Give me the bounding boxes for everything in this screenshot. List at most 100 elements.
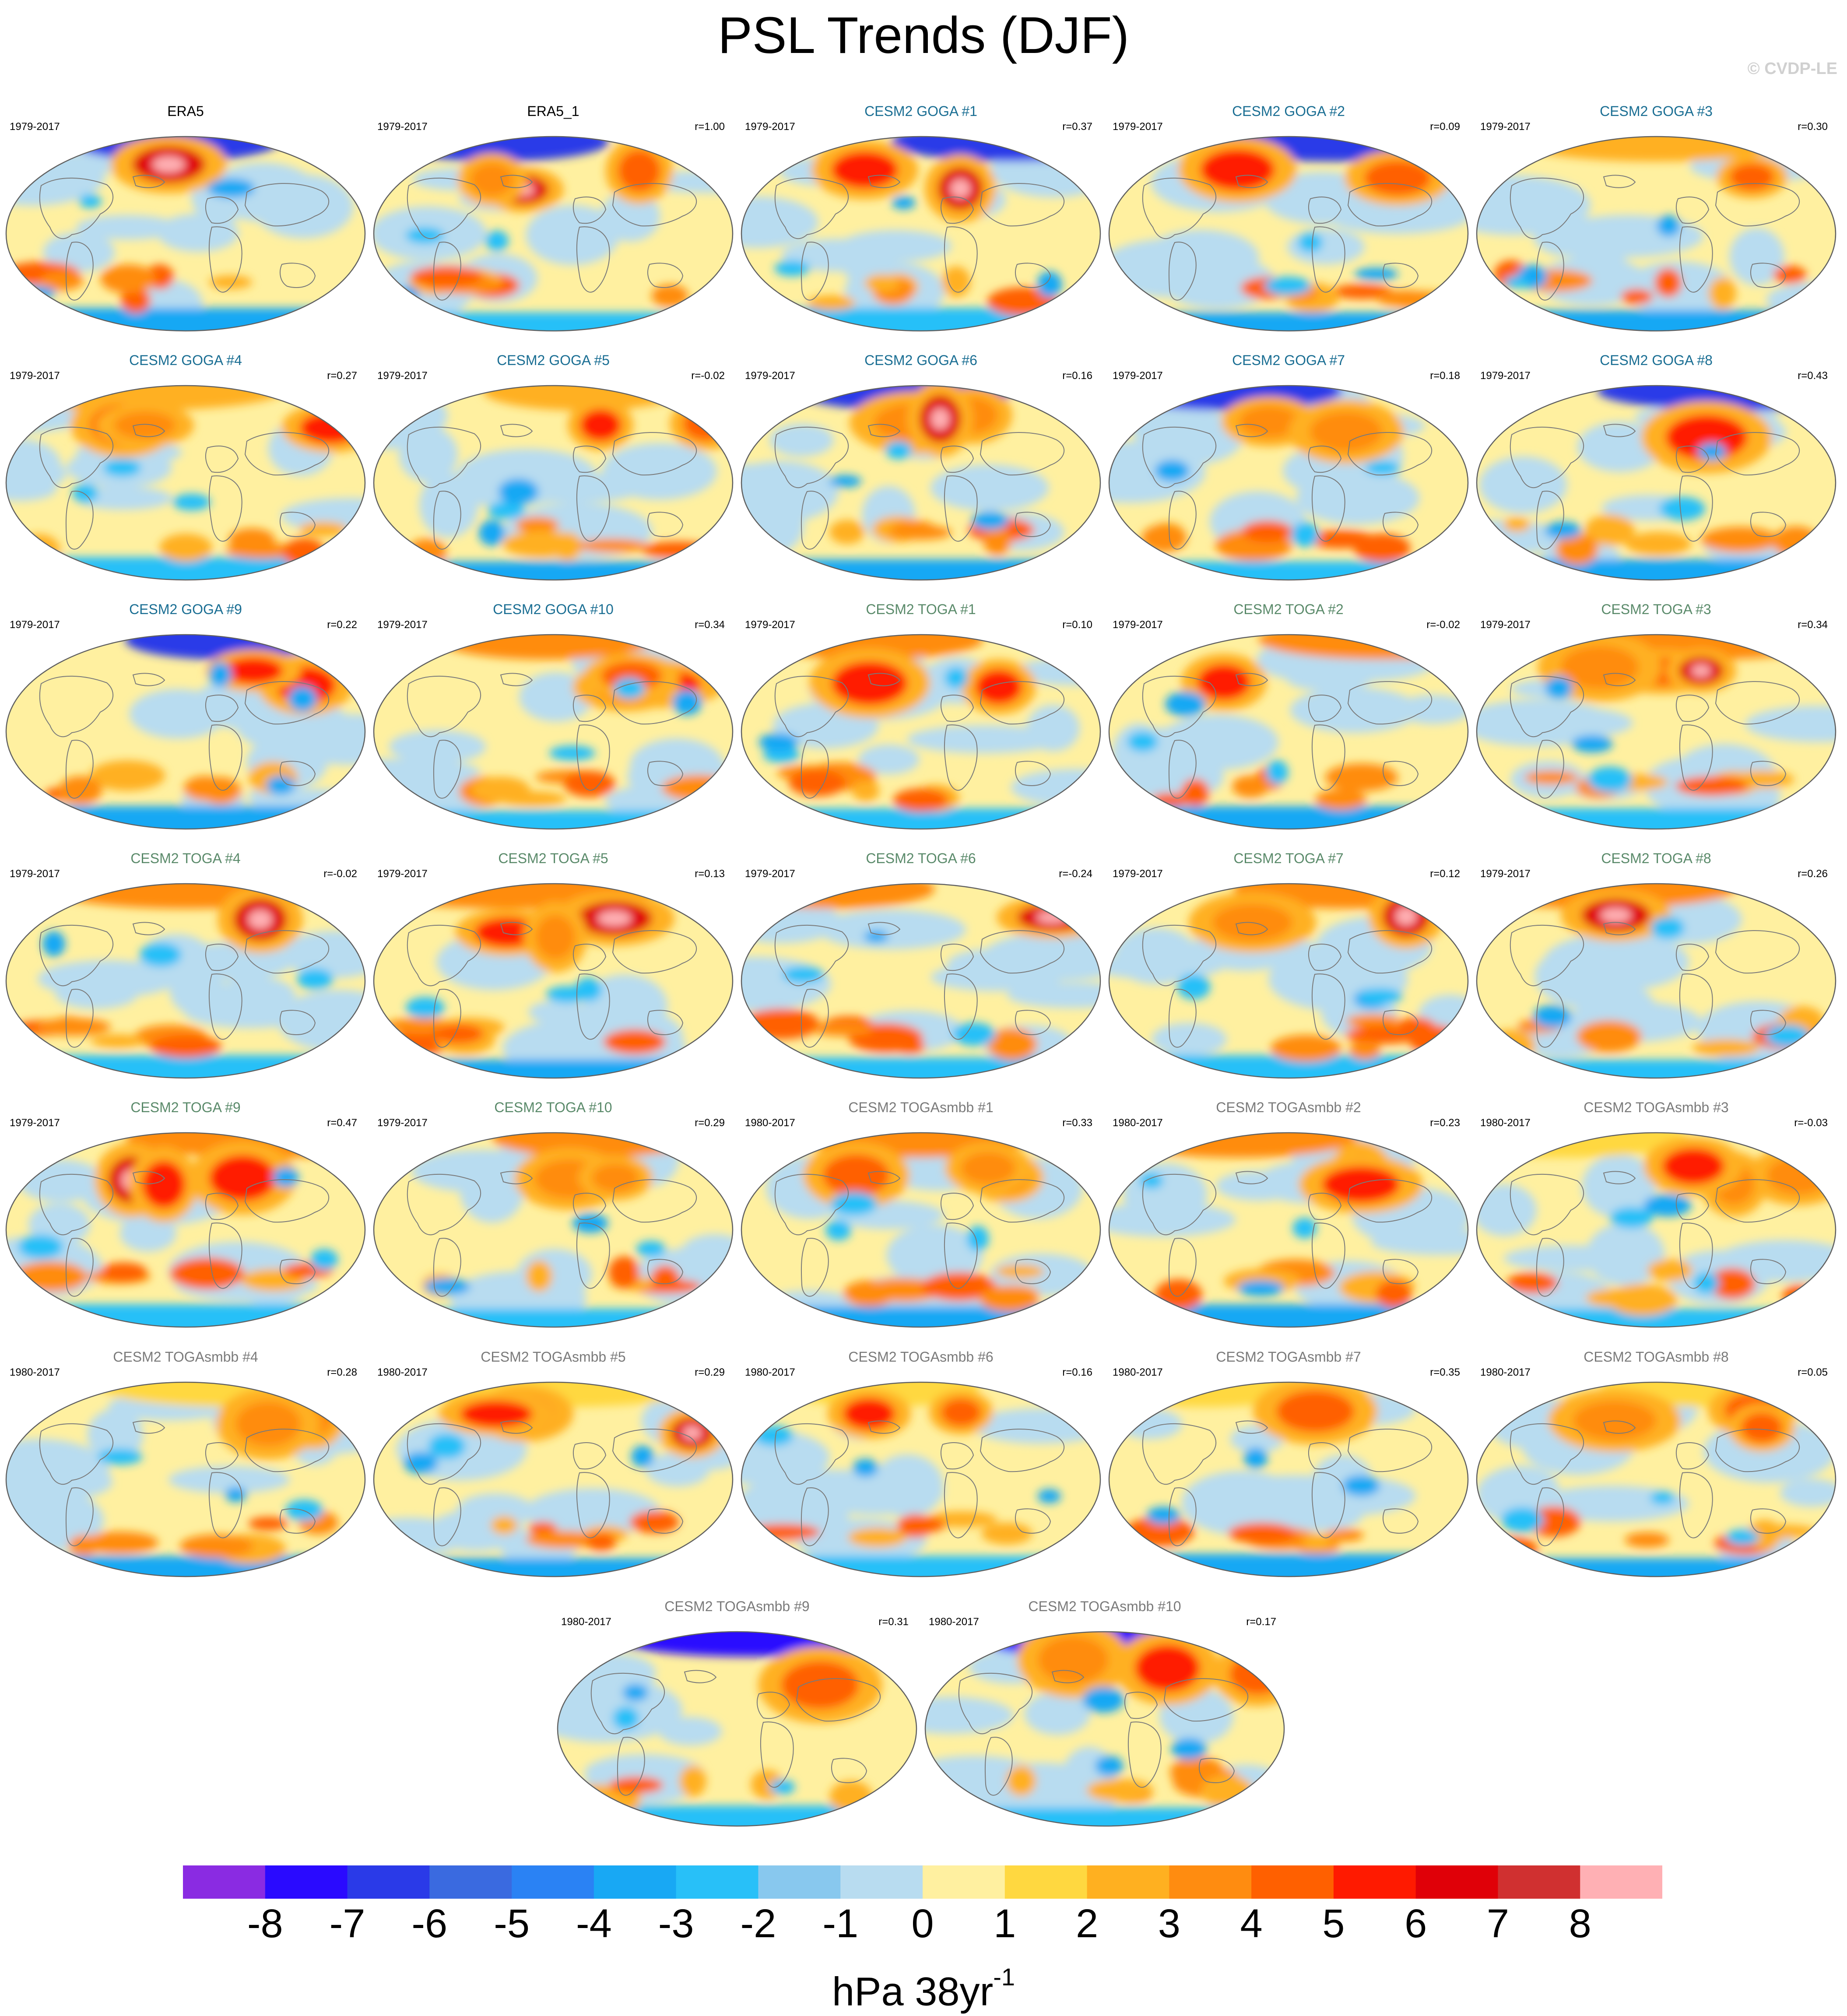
- continent-outline: [612, 1429, 697, 1472]
- panel-title: CESM2 GOGA #6: [864, 352, 977, 368]
- negative-trend-region: [374, 759, 481, 785]
- continent-outline: [1235, 673, 1268, 686]
- continent-outline: [1308, 197, 1342, 224]
- map-panel: CESM2 TOGA #1 1979-2017 r=0.10: [737, 601, 1105, 832]
- trend-map: [1108, 634, 1469, 830]
- continent-outline: [774, 1173, 849, 1236]
- continent-outline: [801, 989, 829, 1048]
- panel-title: CESM2 TOGA #5: [498, 850, 608, 866]
- positive-trend-region: [1556, 534, 1599, 565]
- low-trend-region: [487, 501, 525, 520]
- map-panel: CESM2 GOGA #1 1979-2017 r=0.37: [737, 102, 1105, 334]
- trend-core: [1729, 163, 1774, 190]
- continent-outline: [1142, 426, 1217, 488]
- positive-trend-region: [745, 1524, 820, 1541]
- continent-outline: [1603, 922, 1636, 935]
- colorbar-label: 8: [1569, 1901, 1591, 1946]
- positive-trend-region: [1503, 517, 1531, 532]
- positive-trend-region: [1325, 763, 1398, 791]
- negative-trend-region: [741, 1429, 830, 1485]
- panel-correlation: r=0.16: [1062, 370, 1092, 382]
- positive-trend-region: [897, 1514, 934, 1538]
- continent-outline: [980, 930, 1065, 974]
- positive-trend-region: [491, 1516, 518, 1535]
- panel-correlation: r=0.09: [1430, 121, 1460, 133]
- continent-outline: [1015, 1508, 1051, 1534]
- trend-core-peak: [682, 1426, 702, 1440]
- trend-core: [1322, 1166, 1400, 1203]
- panel-period: 1979-2017: [1480, 868, 1531, 880]
- low-trend-region: [266, 776, 295, 795]
- low-trend-region: [1659, 497, 1706, 521]
- positive-trend-region: [848, 1528, 907, 1548]
- low-trend-region: [885, 441, 913, 460]
- positive-trend-region: [1708, 277, 1736, 309]
- continent-outline: [65, 989, 94, 1048]
- continent-outline: [65, 740, 94, 799]
- trend-core: [1741, 1412, 1783, 1443]
- continent-outline: [39, 924, 114, 987]
- trend-map: [1476, 883, 1836, 1079]
- map-panel: CESM2 TOGAsmbb #3 1980-2017 r=-0.03: [1472, 1099, 1840, 1331]
- panel-title: CESM2 GOGA #3: [1600, 103, 1713, 119]
- map-border: [1476, 883, 1836, 1079]
- colorbar-swatch: [1004, 1865, 1088, 1899]
- negative-trend-region: [1123, 1163, 1208, 1225]
- map-border: [373, 634, 734, 830]
- continent-outline: [572, 695, 607, 722]
- continent-outline: [760, 1721, 794, 1788]
- negative-trend-region: [1235, 1475, 1357, 1499]
- low-trend-region: [782, 966, 824, 983]
- positive-trend-region: [1506, 1272, 1558, 1294]
- negative-trend-region: [1582, 1154, 1656, 1219]
- continent-outline: [1510, 1423, 1584, 1485]
- positive-trend-region: [58, 776, 102, 805]
- continent-outline: [774, 177, 849, 239]
- continent-outline: [612, 681, 697, 725]
- coastlines: [1510, 673, 1800, 799]
- low-trend-region: [1545, 676, 1573, 699]
- negative-trend-region: [76, 215, 180, 240]
- negative-trend-region: [1109, 1405, 1161, 1433]
- positive-trend-region: [577, 538, 648, 553]
- map-border: [5, 1381, 366, 1577]
- continent-outline: [1383, 512, 1419, 537]
- low-trend-region: [478, 520, 506, 546]
- continent-outline: [1142, 924, 1217, 987]
- positive-trend-region: [89, 760, 165, 791]
- map-panel: CESM2 GOGA #5 1979-2017 r=-0.02: [369, 351, 737, 583]
- panel-correlation: r=-0.24: [1059, 868, 1092, 880]
- continent-outline: [407, 1423, 481, 1485]
- negative-trend-region: [129, 689, 227, 739]
- continent-outline: [940, 446, 974, 473]
- colorbar-label: 1: [994, 1901, 1016, 1946]
- trend-core: [618, 150, 660, 192]
- continent-outline: [774, 924, 849, 987]
- low-trend-region: [1501, 1507, 1544, 1533]
- colorbar-label: -4: [576, 1901, 612, 1946]
- continent-outline: [1510, 426, 1584, 488]
- positive-trend-region: [121, 287, 151, 313]
- trend-map: [373, 1132, 734, 1328]
- panel-period: 1979-2017: [745, 868, 795, 880]
- continent-outline: [205, 1193, 239, 1220]
- colorbar-label: 7: [1486, 1901, 1510, 1946]
- trend-map: [5, 385, 366, 581]
- trend-map: [741, 385, 1101, 581]
- panel-title: CESM2 TOGAsmbb #3: [1584, 1099, 1729, 1115]
- continent-outline: [1536, 491, 1564, 550]
- trend-core: [209, 1155, 276, 1201]
- panel-correlation: r=-0.02: [323, 868, 357, 880]
- negative-trend-region: [1152, 1023, 1227, 1056]
- positive-trend-region: [1086, 1779, 1153, 1802]
- low-trend-region: [952, 1022, 996, 1046]
- panel-period: 1979-2017: [377, 370, 428, 382]
- trend-core: [223, 657, 283, 684]
- trend-core: [1276, 1390, 1355, 1432]
- low-trend-region: [405, 227, 444, 244]
- continent-outline: [1675, 197, 1710, 224]
- continent-outline: [940, 695, 974, 722]
- negative-trend-region: [456, 1493, 534, 1528]
- negative-trend-region: [1477, 699, 1615, 747]
- panel-title: CESM2 GOGA #10: [493, 601, 614, 617]
